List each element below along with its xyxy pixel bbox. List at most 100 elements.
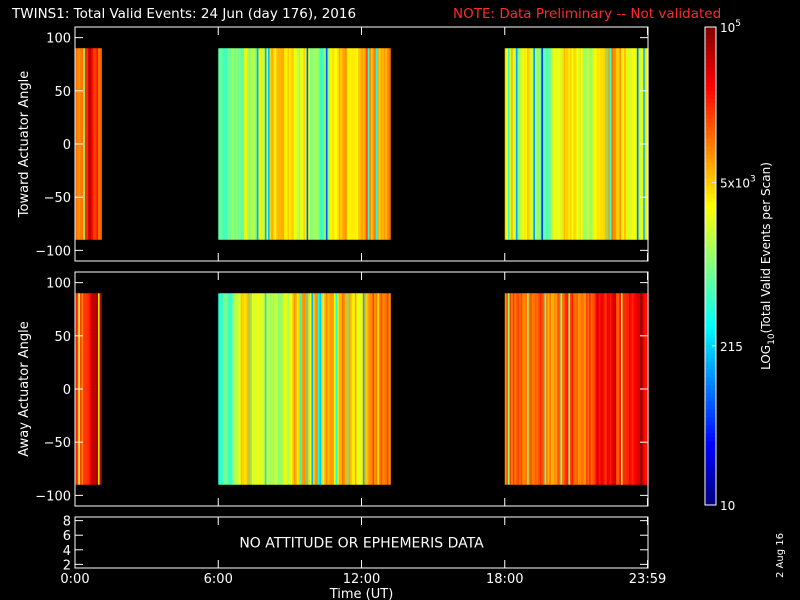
y-tick-label: 4	[63, 544, 71, 559]
heatmap-column	[250, 48, 253, 240]
heatmap-column	[340, 48, 343, 240]
heatmap-column	[633, 48, 636, 240]
heatmap-column	[351, 293, 354, 485]
colorbar-step	[705, 493, 716, 498]
colorbar-step	[705, 138, 716, 144]
heatmap-column	[364, 48, 367, 240]
heatmap-column	[333, 48, 337, 240]
heatmap-column	[269, 293, 272, 485]
heatmap-column	[383, 293, 386, 485]
colorbar-step	[705, 329, 716, 335]
heatmap-column	[582, 48, 585, 240]
heatmap-column	[93, 293, 96, 485]
heatmap-column	[581, 48, 584, 240]
heatmap-column	[617, 293, 620, 485]
heatmap-column	[266, 48, 269, 240]
colorbar-step	[705, 198, 716, 203]
colorbar-step	[705, 170, 716, 175]
heatmap-column	[314, 48, 317, 240]
heatmap-column	[552, 293, 555, 485]
colorbar-step	[705, 142, 716, 148]
colorbar-step	[705, 465, 716, 470]
heatmap-column	[608, 293, 611, 485]
colorbar-step	[705, 349, 716, 355]
x-axis-label: Time (UT)	[329, 587, 394, 600]
heatmap-column	[359, 48, 362, 240]
heatmap-column	[374, 48, 377, 240]
heatmap-column	[636, 293, 640, 485]
heatmap-column	[361, 48, 364, 240]
plot-area	[75, 517, 648, 568]
heatmap-column	[96, 293, 99, 485]
heatmap-column	[261, 293, 264, 485]
heatmap-column	[341, 293, 345, 485]
heatmap-column	[605, 293, 608, 485]
colorbar-step	[705, 269, 716, 275]
heatmap-column	[97, 293, 101, 485]
colorbar-step	[705, 373, 716, 379]
heatmap-column	[620, 293, 624, 485]
heatmap-column	[97, 48, 101, 240]
heatmap-column	[531, 48, 534, 240]
y-tick-label: −50	[44, 436, 71, 451]
heatmap-column	[358, 48, 361, 240]
heatmap-column	[356, 48, 359, 240]
colorbar-step	[705, 409, 716, 414]
colorbar-step	[705, 130, 716, 136]
heatmap-column	[552, 48, 555, 240]
heatmap-column	[603, 293, 606, 485]
y-tick-label: −50	[44, 191, 71, 206]
heatmap-column	[84, 48, 88, 240]
heatmap-column	[635, 48, 638, 240]
heatmap-column	[349, 293, 353, 485]
heatmap-column	[560, 293, 563, 485]
y-axis-label: Away Actuator Angle	[17, 321, 32, 456]
heatmap-column	[227, 48, 231, 240]
heatmap-column	[635, 293, 638, 485]
heatmap-column	[260, 293, 263, 485]
colorbar-step	[705, 397, 716, 403]
heatmap-column	[600, 293, 603, 485]
colorbar-step	[705, 186, 716, 191]
heatmap-column	[330, 48, 333, 240]
colorbar-step	[705, 27, 716, 32]
heatmap-column	[520, 293, 523, 485]
heatmap-column	[536, 48, 539, 240]
heatmap-column	[574, 293, 577, 485]
heatmap-column	[218, 293, 221, 485]
heatmap-column	[638, 293, 641, 485]
heatmap-column	[345, 48, 348, 240]
heatmap-column	[600, 48, 603, 240]
heatmap-column	[285, 293, 288, 485]
heatmap-column	[375, 48, 378, 240]
x-tick-label: 0:00	[60, 572, 89, 587]
y-tick-label: 2	[63, 558, 71, 573]
heatmap-column	[614, 48, 617, 240]
heatmap-column	[226, 48, 229, 240]
colorbar-step	[705, 413, 716, 418]
heatmap-column	[611, 293, 614, 485]
heatmap-column	[303, 293, 306, 485]
heatmap-column	[573, 293, 576, 485]
colorbar-label: LOG10(Total Valid Events per Scan)	[759, 162, 777, 370]
colorbar-step	[705, 214, 716, 219]
heatmap-column	[576, 293, 579, 485]
heatmap-column	[293, 293, 296, 485]
heatmap-column	[89, 293, 93, 485]
heatmap-column	[361, 293, 364, 485]
heatmap-column	[542, 48, 546, 240]
heatmap-column	[353, 48, 356, 240]
heatmap-column	[348, 293, 351, 485]
heatmap-column	[316, 293, 319, 485]
heatmap-column	[519, 293, 522, 485]
heatmap-column	[253, 293, 256, 485]
heatmap-column	[279, 48, 282, 240]
heatmap-column	[549, 293, 552, 485]
colorbar-step	[705, 341, 716, 347]
heatmap-column	[377, 293, 380, 485]
heatmap-column	[369, 293, 372, 485]
heatmap-column	[554, 48, 557, 240]
y-tick-label: 0	[63, 383, 71, 398]
colorbar-step	[705, 325, 716, 331]
